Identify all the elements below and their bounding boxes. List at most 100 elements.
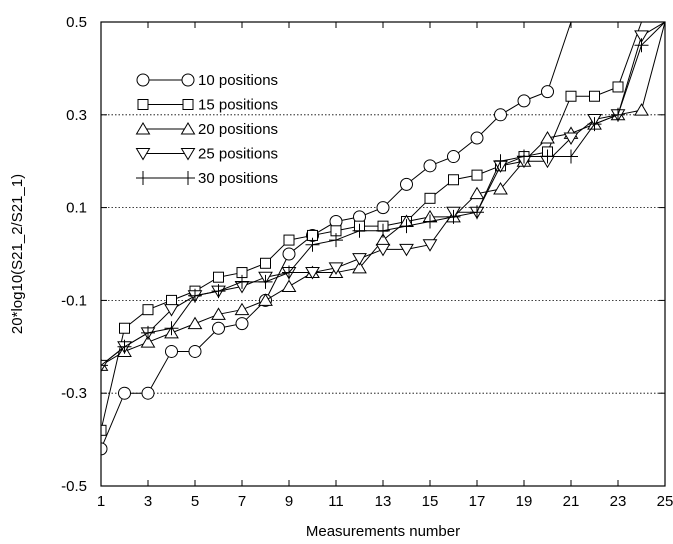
series-plus xyxy=(101,22,665,373)
y-tick-label: 0.1 xyxy=(66,200,87,217)
legend-label: 25 positions xyxy=(198,146,278,163)
data-point xyxy=(140,335,156,348)
data-point xyxy=(352,253,367,266)
data-point xyxy=(565,90,577,102)
data-point xyxy=(234,302,250,316)
data-point xyxy=(258,274,273,289)
data-point xyxy=(589,90,600,102)
x-tick-label: 15 xyxy=(422,493,439,510)
legend-label: 30 positions xyxy=(198,170,278,187)
data-point xyxy=(101,358,108,373)
data-point xyxy=(142,304,154,316)
legend-item: 10 positions xyxy=(136,72,278,89)
legend-marker xyxy=(135,122,151,135)
data-point xyxy=(328,262,344,275)
data-point xyxy=(166,294,177,306)
data-point xyxy=(494,108,507,122)
data-point xyxy=(423,159,437,173)
data-point xyxy=(213,271,224,283)
x-tick-label: 21 xyxy=(563,493,580,510)
x-tick-label: 3 xyxy=(144,493,152,510)
data-point xyxy=(352,223,367,238)
data-point xyxy=(164,321,179,336)
data-point xyxy=(375,243,391,257)
x-tick-label: 9 xyxy=(285,493,293,510)
data-point xyxy=(422,239,438,252)
data-point xyxy=(282,247,296,261)
y-tick-label: -0.1 xyxy=(61,292,87,309)
legend-item: 25 positions xyxy=(135,146,278,163)
legend-marker xyxy=(136,171,150,185)
legend-marker xyxy=(181,171,195,185)
x-axis-title: Measurements number xyxy=(306,523,460,540)
x-tick-label: 1 xyxy=(97,493,105,510)
legend-marker xyxy=(182,99,194,110)
data-point xyxy=(493,154,508,169)
y-tick-label: 0.3 xyxy=(66,107,87,124)
data-point xyxy=(305,267,320,280)
x-tick-label: 5 xyxy=(191,493,199,510)
data-point xyxy=(281,279,297,292)
data-point xyxy=(470,131,484,145)
data-point xyxy=(634,38,649,53)
data-point xyxy=(212,321,225,335)
legend-label: 15 positions xyxy=(198,97,278,114)
y-tick-label: -0.3 xyxy=(61,385,87,402)
data-point xyxy=(424,192,436,204)
legend-label: 20 positions xyxy=(198,121,278,138)
legend-label: 10 positions xyxy=(198,72,278,89)
legend-item: 20 positions xyxy=(135,121,278,138)
data-point xyxy=(305,237,320,252)
legend-marker xyxy=(181,73,195,87)
y-tick-label: 0.5 xyxy=(66,14,87,31)
data-point xyxy=(634,103,649,116)
data-point xyxy=(260,257,271,269)
data-point xyxy=(541,85,554,99)
data-point xyxy=(447,150,460,164)
legend-item: 15 positions xyxy=(137,97,278,114)
data-point xyxy=(399,219,414,234)
legend-marker xyxy=(137,99,149,110)
data-point xyxy=(400,177,413,191)
x-tick-label: 25 xyxy=(657,493,673,510)
data-point xyxy=(540,149,555,164)
legend: 10 positions 15 positions 20 positions 25 p… xyxy=(135,72,278,187)
data-point xyxy=(564,149,578,164)
data-point xyxy=(164,304,179,317)
data-point xyxy=(376,223,390,238)
legend-marker xyxy=(135,148,151,161)
data-point xyxy=(119,322,130,334)
data-point xyxy=(517,149,531,164)
data-point xyxy=(469,186,485,200)
y-tick-label: -0.5 xyxy=(61,478,87,495)
data-point xyxy=(188,288,202,303)
data-point xyxy=(517,94,531,108)
y-axis-title: 20*log10(S21_2/S21_1) xyxy=(9,174,26,334)
data-point xyxy=(235,317,249,331)
data-point xyxy=(101,442,108,456)
data-point xyxy=(117,339,132,354)
x-tick-label: 17 xyxy=(469,493,486,510)
grid-lines xyxy=(101,114,665,394)
data-point xyxy=(283,234,295,246)
legend-item: 30 positions xyxy=(136,170,278,187)
data-point xyxy=(118,386,131,400)
data-point xyxy=(258,293,273,306)
x-tick-label: 13 xyxy=(375,493,392,510)
data-point xyxy=(399,243,414,257)
series-circle xyxy=(101,22,572,456)
x-tick-label: 23 xyxy=(610,493,627,510)
data-point xyxy=(471,169,483,181)
data-point xyxy=(540,131,555,144)
series-layer xyxy=(101,22,665,456)
data-point xyxy=(634,30,649,43)
data-point xyxy=(211,284,226,299)
data-point xyxy=(376,201,390,215)
data-point xyxy=(612,81,624,93)
data-point xyxy=(587,117,602,132)
axis-ticks: 1 3 5 7 9 11 13 15 17 19 21 23 25-0.5-0.3-0.10.10.30… xyxy=(61,14,673,510)
data-point xyxy=(470,205,484,220)
data-point xyxy=(101,424,107,436)
legend-marker xyxy=(180,148,196,161)
